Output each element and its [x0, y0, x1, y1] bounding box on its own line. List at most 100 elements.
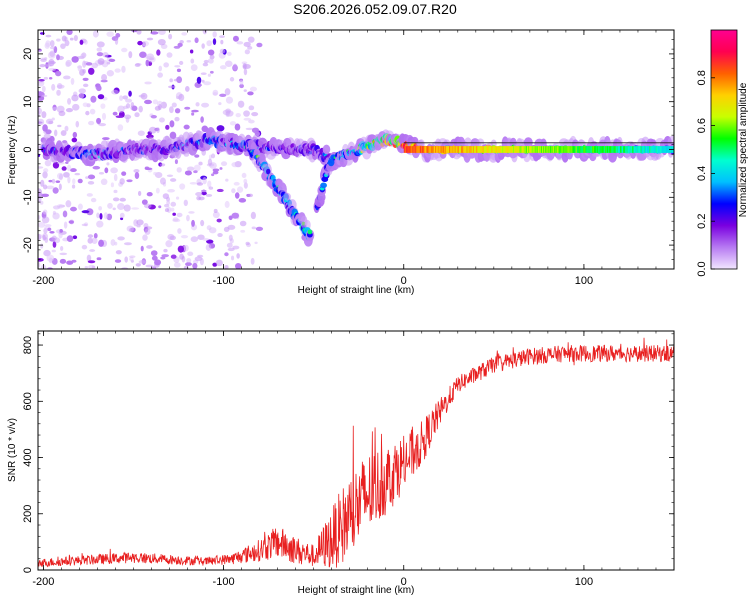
spectrogram-noise-cell: [87, 237, 93, 244]
spectrogram-noise-cell: [241, 61, 248, 65]
spectrogram-tone-cell: [645, 146, 648, 153]
spectrogram-noise-cell: [86, 193, 93, 197]
spectrogram-noise-cell: [98, 123, 107, 127]
spectrogram-noise-cell: [99, 213, 103, 220]
spectrogram-tone-cell: [436, 146, 438, 153]
spectrogram-tone-cell: [549, 146, 552, 153]
spectrogram-noise-cell: [38, 258, 44, 262]
spectrogram-tone-cell: [491, 146, 493, 153]
spectrogram-tone-cell: [583, 146, 585, 153]
spectrogram-noise-cell: [77, 65, 83, 72]
spectrogram-noise-cell: [87, 260, 96, 264]
spectrogram-noise-cell: [225, 108, 231, 114]
spectrogram-noise-cell: [54, 129, 58, 137]
spectrogram-noise-cell: [158, 205, 162, 209]
spectrogram-noise-cell: [131, 207, 140, 210]
snr-y-tick-label: 800: [22, 336, 34, 354]
spectrogram-tone-cell: [524, 146, 527, 153]
spectrogram-noise-cell: [144, 81, 152, 85]
spectrogram-noise-cell: [55, 70, 62, 77]
spectrogram-noise-cell: [98, 239, 105, 247]
colorbar-tick-label: 0.4: [696, 166, 708, 181]
spectrogram-tone-cell: [403, 146, 406, 153]
spectrogram-noise-cell: [77, 178, 83, 184]
spectrogram-tone-cell: [518, 146, 520, 153]
spectrogram-noise-cell: [251, 226, 256, 230]
spectrogram-noise-cell: [248, 119, 255, 124]
spectrogram-noise-cell: [185, 262, 192, 267]
spectrogram-tone-cell: [625, 146, 627, 153]
snr-background: [38, 331, 674, 570]
spectrogram-tone-cell: [506, 146, 509, 153]
spectrogram-tone-cell: [558, 146, 560, 153]
spectrogram-noise-cell: [117, 124, 124, 131]
spectrogram-noise-cell: [166, 52, 173, 58]
spectrogram-tone-cell: [572, 146, 574, 153]
spectrogram-tone-cell: [629, 146, 632, 153]
spectrogram-noise-cell: [185, 85, 190, 92]
spectrogram-tone-cell: [533, 146, 536, 153]
spectrogram-tone-cell: [404, 146, 407, 153]
spectrogram-tone-cell: [573, 146, 576, 153]
spectrogram-noise-cell: [196, 195, 202, 201]
spectrogram-tone-cell: [652, 146, 654, 153]
spectrogram-noise-cell: [207, 58, 214, 64]
spectrogram-tone-cell: [609, 146, 611, 153]
spectrogram-noise-cell: [170, 207, 175, 212]
spectrogram-noise-cell: [195, 192, 203, 197]
spectrogram-noise-cell: [110, 167, 118, 174]
spectrogram-noise-cell: [38, 48, 42, 52]
spectrogram-noise-cell: [165, 240, 173, 248]
spectrogram-noise-cell: [78, 93, 85, 99]
spectrogram-tone-cell: [666, 146, 669, 153]
spectrogram-tone-cell: [604, 146, 607, 153]
spectrogram-noise-cell: [42, 234, 46, 241]
spectrogram-noise-cell: [124, 114, 132, 120]
spectrogram-noise-cell: [144, 99, 152, 105]
spectrogram-tone-cell: [498, 146, 501, 153]
spectrogram-tone-cell: [642, 146, 645, 153]
spectrogram-noise-cell: [41, 216, 50, 224]
spectrogram-noise-cell: [256, 42, 263, 48]
spectrogram-noise-cell: [238, 198, 247, 203]
spectrogram-noise-cell: [126, 179, 133, 183]
spectrogram-noise-cell: [184, 106, 191, 110]
spectrogram-noise-cell: [207, 73, 211, 77]
spectrogram-noise-cell: [133, 169, 140, 173]
spectrogram-noise-cell: [112, 207, 116, 211]
spectrogram-noise-cell: [97, 94, 105, 100]
spectrogram-noise-cell: [195, 83, 203, 87]
spectrogram-noise-cell: [190, 236, 199, 243]
spectrogram-tone-cell: [546, 146, 549, 153]
spectrogram-noise-cell: [174, 159, 178, 165]
spectrogram-noise-cell: [157, 72, 163, 78]
spectrogram-tone-cell: [477, 146, 479, 153]
spectrogram-tone-cell: [587, 146, 590, 153]
colorbar-tick-label: 0.8: [696, 70, 708, 85]
spectrogram-noise-cell: [224, 60, 233, 67]
spectrogram-noise-cell: [169, 78, 173, 83]
spectrogram-tone-cell: [485, 146, 488, 153]
snr-y-tick-label: 200: [22, 505, 34, 523]
spectrogram-noise-cell: [186, 258, 192, 263]
spectrogram-noise-cell: [196, 182, 204, 186]
spectrogram-tone-cell: [608, 146, 610, 153]
spectrogram-noise-cell: [247, 91, 254, 96]
spectrogram-noise-cell: [96, 41, 105, 48]
spectrogram-noise-cell: [146, 192, 153, 197]
spectrogram-tone-cell: [450, 146, 452, 153]
spectrogram-noise-cell: [67, 98, 72, 105]
spectrogram-tone-cell: [665, 146, 667, 153]
spectrogram-tone-cell: [437, 146, 439, 153]
spectrogram-noise-cell: [156, 49, 161, 56]
spectrogram-tone-cell: [586, 146, 589, 153]
spectrogram-noise-cell: [70, 206, 77, 212]
spectrogram-tone-cell: [519, 146, 522, 153]
spectrogram-noise-cell: [115, 250, 122, 255]
spectrogram-tone-cell: [523, 146, 526, 153]
spectrogram-tone-cell: [503, 146, 505, 153]
spectrogram-noise-cell: [166, 196, 171, 202]
spectrogram-noise-cell: [58, 183, 62, 191]
spectrogram-noise-cell: [150, 115, 157, 119]
spectrogram-tone-cell: [496, 146, 499, 153]
